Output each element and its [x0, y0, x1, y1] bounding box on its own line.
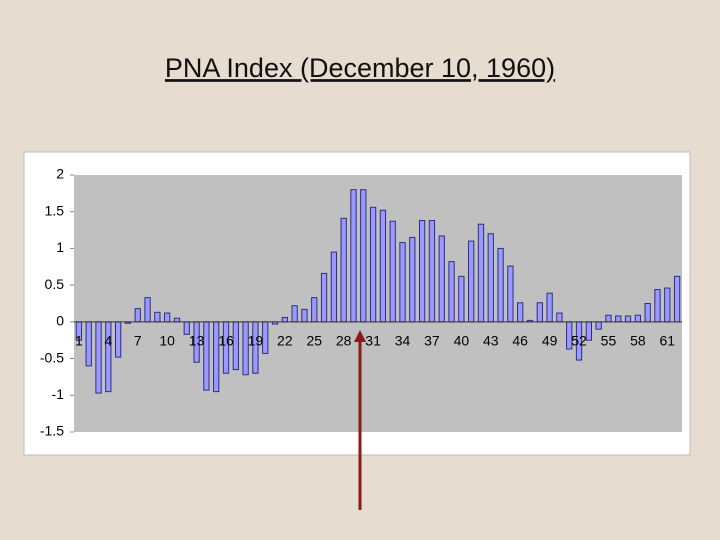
x-tick-label: 58 [630, 333, 646, 349]
x-tick-label: 28 [336, 333, 352, 349]
bar [114, 321, 122, 358]
bar [595, 321, 602, 330]
bar [517, 302, 524, 323]
bar [418, 220, 426, 323]
bar [438, 235, 445, 323]
x-tick-label: 40 [454, 333, 470, 349]
bar [232, 321, 239, 371]
bar [203, 321, 210, 391]
bar [644, 303, 651, 323]
bar [428, 220, 436, 323]
y-tick-label: -1 [52, 386, 65, 402]
bar [664, 287, 671, 323]
bar [448, 261, 455, 323]
x-tick-label: 25 [306, 333, 322, 349]
x-tick-label: 52 [571, 333, 587, 349]
x-tick-label: 7 [134, 333, 142, 349]
bar [409, 236, 416, 323]
bar [164, 312, 171, 323]
bar [399, 242, 406, 323]
y-tick-label: -1.5 [40, 423, 64, 439]
y-tick-label: 1.5 [45, 202, 65, 218]
y-tick-label: 0 [56, 313, 64, 329]
bar [673, 275, 681, 323]
x-tick-label: 1 [75, 333, 83, 349]
bar [487, 233, 494, 323]
bar [615, 315, 622, 323]
x-tick-label: 49 [542, 333, 558, 349]
x-tick-label: 46 [512, 333, 528, 349]
x-tick-label: 4 [104, 333, 112, 349]
bar [389, 220, 396, 323]
y-tick-label: -0.5 [40, 349, 64, 365]
x-tick-label: 22 [277, 333, 293, 349]
x-tick-label: 55 [601, 333, 617, 349]
x-tick-label: 34 [395, 333, 411, 349]
bar [173, 317, 181, 323]
bar [262, 321, 269, 354]
bar [605, 314, 612, 323]
x-tick-label: 61 [660, 333, 676, 349]
bar [369, 206, 377, 323]
bar [507, 265, 514, 323]
x-tick-label: 43 [483, 333, 499, 349]
chart-title: PNA Index (December 10, 1960) [165, 53, 555, 83]
bar [477, 223, 485, 323]
bar [301, 308, 308, 323]
x-tick-label: 16 [218, 333, 234, 349]
bar [330, 251, 338, 323]
arrow-head [354, 330, 366, 342]
bar [379, 209, 387, 323]
bar [340, 217, 347, 323]
y-tick-label: 0.5 [45, 276, 65, 292]
bar [624, 315, 632, 323]
x-tick-label: 10 [159, 333, 175, 349]
bar [291, 305, 298, 323]
x-tick-label: 31 [365, 333, 381, 349]
bar [536, 302, 543, 323]
bar [134, 308, 141, 323]
x-tick-label: 13 [189, 333, 205, 349]
bar [634, 314, 642, 323]
plot-area [74, 175, 682, 432]
x-tick-label: 19 [248, 333, 264, 349]
bar [95, 321, 102, 394]
x-tick-label: 37 [424, 333, 440, 349]
bar [311, 297, 318, 323]
bar [458, 275, 465, 323]
y-tick-label: 2 [56, 166, 64, 182]
bar [546, 292, 553, 323]
bar [556, 312, 563, 323]
bar [654, 289, 661, 323]
bar [585, 321, 592, 341]
bar [85, 321, 92, 367]
y-tick-label: 1 [56, 239, 64, 255]
bar [154, 311, 161, 323]
bar [360, 189, 367, 323]
bar [350, 189, 357, 323]
bar [281, 316, 288, 323]
bar [468, 240, 475, 323]
bar [497, 247, 504, 323]
bar [144, 297, 151, 323]
bar [320, 272, 328, 323]
